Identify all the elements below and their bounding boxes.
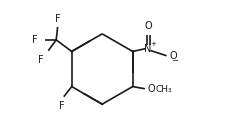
Text: +: +	[150, 41, 155, 47]
Text: O: O	[144, 21, 151, 31]
Text: F: F	[54, 14, 60, 24]
Text: F: F	[38, 55, 44, 65]
Text: F: F	[32, 35, 37, 45]
Text: O: O	[147, 84, 154, 94]
Text: N: N	[144, 44, 151, 54]
Text: CH₃: CH₃	[154, 85, 171, 94]
Text: −: −	[170, 56, 177, 65]
Text: F: F	[58, 101, 64, 111]
Text: O: O	[169, 51, 176, 61]
